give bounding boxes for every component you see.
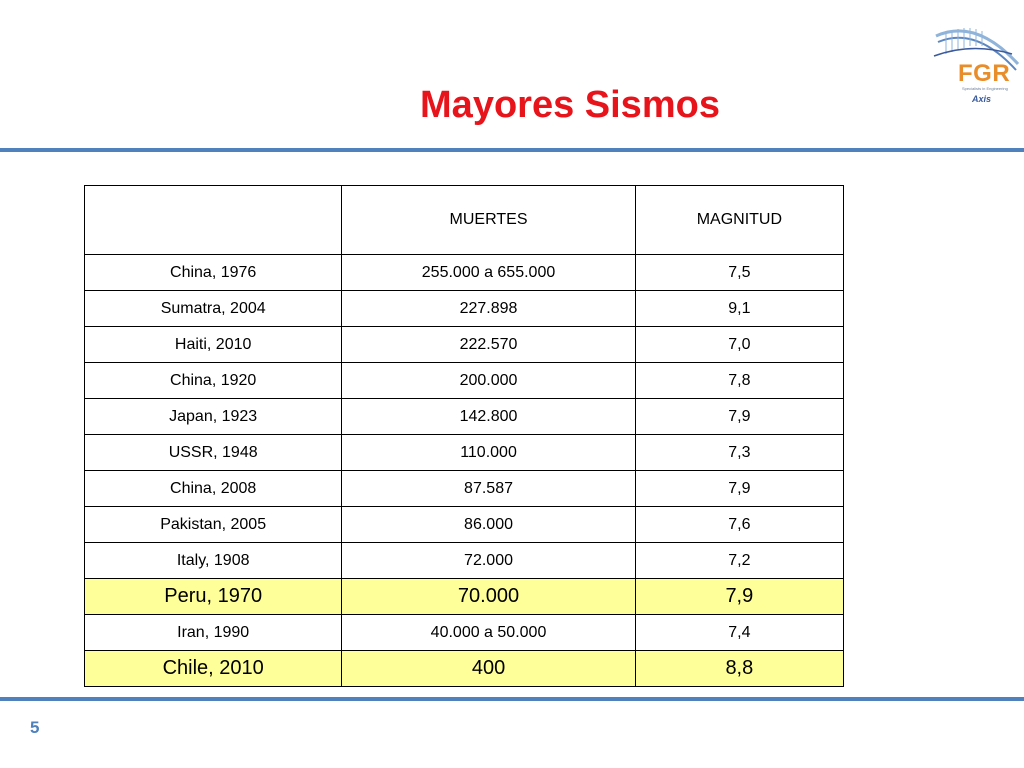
table-row: Iran, 1990 40.000 a 50.000 7,4 xyxy=(83,614,845,651)
table-header-row: MUERTES MAGNITUD xyxy=(83,185,845,255)
cell-event: Pakistan, 2005 xyxy=(83,506,343,543)
page-number: 5 xyxy=(30,718,40,737)
table-row-highlighted: Chile, 2010 400 8,8 xyxy=(83,650,845,687)
cell-event: China, 1976 xyxy=(83,254,343,291)
cell-event: Japan, 1923 xyxy=(83,398,343,435)
cell-magnitude: 8,8 xyxy=(634,650,845,687)
table-row: Haiti, 2010 222.570 7,0 xyxy=(83,326,845,363)
cell-magnitude: 7,8 xyxy=(634,362,845,399)
top-divider xyxy=(0,148,1024,152)
cell-deaths: 200.000 xyxy=(341,362,636,399)
cell-event: USSR, 1948 xyxy=(83,434,343,471)
slide-title: Mayores Sismos xyxy=(420,84,720,126)
table-row-highlighted: Peru, 1970 70.000 7,9 xyxy=(83,578,845,615)
table-row: China, 1976 255.000 a 655.000 7,5 xyxy=(83,254,845,291)
cell-deaths: 87.587 xyxy=(341,470,636,507)
table-row: Pakistan, 2005 86.000 7,6 xyxy=(83,506,845,543)
cell-event: Haiti, 2010 xyxy=(83,326,343,363)
cell-event: China, 2008 xyxy=(83,470,343,507)
table-row: China, 1920 200.000 7,8 xyxy=(83,362,845,399)
header-magnitude: MAGNITUD xyxy=(634,185,845,255)
cell-event: Peru, 1970 xyxy=(83,578,343,615)
cell-deaths: 40.000 a 50.000 xyxy=(341,614,636,651)
cell-magnitude: 7,2 xyxy=(634,542,845,579)
cell-deaths: 222.570 xyxy=(341,326,636,363)
table-row: Japan, 1923 142.800 7,9 xyxy=(83,398,845,435)
cell-magnitude: 9,1 xyxy=(634,290,845,327)
cell-deaths: 86.000 xyxy=(341,506,636,543)
cell-magnitude: 7,0 xyxy=(634,326,845,363)
earthquakes-table: MUERTES MAGNITUD China, 1976 255.000 a 6… xyxy=(83,185,845,687)
cell-magnitude: 7,9 xyxy=(634,578,845,615)
fgr-logo: FGR Specialists in Engineering Axis xyxy=(932,24,1020,110)
cell-magnitude: 7,3 xyxy=(634,434,845,471)
cell-deaths: 227.898 xyxy=(341,290,636,327)
cell-event: Sumatra, 2004 xyxy=(83,290,343,327)
bridge-logo-icon xyxy=(933,28,1020,71)
cell-deaths: 70.000 xyxy=(341,578,636,615)
table-row: USSR, 1948 110.000 7,3 xyxy=(83,434,845,471)
cell-magnitude: 7,5 xyxy=(634,254,845,291)
cell-event: Iran, 1990 xyxy=(83,614,343,651)
cell-deaths: 400 xyxy=(341,650,636,687)
cell-deaths: 72.000 xyxy=(341,542,636,579)
cell-event: Chile, 2010 xyxy=(83,650,343,687)
table-row: China, 2008 87.587 7,9 xyxy=(83,470,845,507)
logo-sub-brand: Axis xyxy=(972,94,992,104)
table-row: Sumatra, 2004 227.898 9,1 xyxy=(83,290,845,327)
header-deaths: MUERTES xyxy=(341,185,636,255)
table-row: Italy, 1908 72.000 7,2 xyxy=(83,542,845,579)
cell-magnitude: 7,6 xyxy=(634,506,845,543)
cell-deaths: 255.000 a 655.000 xyxy=(341,254,636,291)
cell-magnitude: 7,9 xyxy=(634,470,845,507)
cell-deaths: 110.000 xyxy=(341,434,636,471)
cell-magnitude: 7,4 xyxy=(634,614,845,651)
cell-event: Italy, 1908 xyxy=(83,542,343,579)
cell-magnitude: 7,9 xyxy=(634,398,845,435)
header-event xyxy=(83,185,343,255)
bottom-divider xyxy=(0,697,1024,701)
cell-deaths: 142.800 xyxy=(341,398,636,435)
logo-name: FGR xyxy=(958,60,1011,87)
logo-tagline: Specialists in Engineering xyxy=(962,86,1008,91)
cell-event: China, 1920 xyxy=(83,362,343,399)
